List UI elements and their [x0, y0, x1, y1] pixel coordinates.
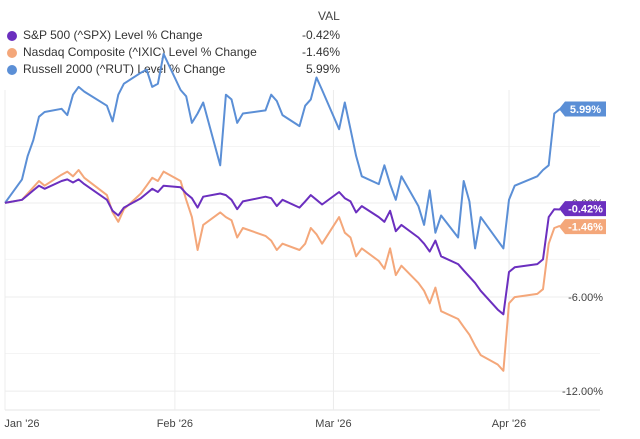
- x-tick-label: Feb '26: [157, 418, 193, 430]
- end-value-label-ixic: -1.46%: [568, 222, 603, 234]
- legend-swatch-spx: [7, 31, 17, 41]
- x-tick-label: Mar '26: [315, 418, 351, 430]
- series-line-ixic: [4, 169, 561, 372]
- legend-item-rut[interactable]: Russell 2000 (^RUT) Level % Change 5.99%: [0, 61, 340, 79]
- end-value-label-spx: -0.42%: [568, 204, 603, 216]
- y-tick-label: -12.00%: [562, 386, 603, 398]
- series-line-spx: [4, 178, 561, 316]
- legend-label-spx: S&P 500 (^SPX) Level % Change: [23, 28, 203, 42]
- series-line-rut: [4, 52, 561, 250]
- legend-swatch-rut: [7, 65, 17, 75]
- legend-swatch-ixic: [7, 48, 17, 58]
- legend-item-spx[interactable]: S&P 500 (^SPX) Level % Change -0.42%: [0, 27, 340, 45]
- x-tick-label: Jan '26: [4, 418, 39, 430]
- legend-value-spx: -0.42%: [301, 28, 340, 42]
- chart-legend: VAL S&P 500 (^SPX) Level % Change -0.42%…: [0, 0, 640, 84]
- legend-value-ixic: -1.46%: [301, 45, 340, 59]
- y-tick-label: -6.00%: [568, 292, 603, 304]
- end-value-label-rut: 5.99%: [570, 104, 601, 116]
- legend-label-rut: Russell 2000 (^RUT) Level % Change: [23, 62, 226, 76]
- end-value-badge-spx: [559, 201, 606, 217]
- legend-item-ixic[interactable]: Nasdaq Composite (^IXIC) Level % Change …: [0, 44, 340, 62]
- x-tick-label: Apr '26: [492, 418, 527, 430]
- legend-label-ixic: Nasdaq Composite (^IXIC) Level % Change: [23, 45, 257, 59]
- legend-value-rut: 5.99%: [305, 62, 340, 76]
- end-value-badge-ixic: [559, 219, 606, 235]
- end-value-badge-rut: [559, 101, 606, 117]
- legend-value-header: VAL: [318, 9, 340, 23]
